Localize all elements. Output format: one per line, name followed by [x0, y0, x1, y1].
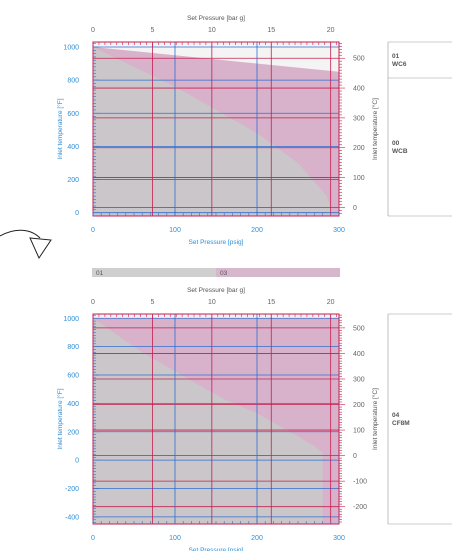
material-code: 00 — [392, 140, 400, 147]
chart-1: 0 5 10 15 200 100 200 3000200400600800100001002… — [56, 15, 452, 246]
tick-label-bar: 20 — [327, 299, 335, 306]
tick-label-f: 200 — [67, 429, 79, 436]
legend-swatch-03 — [216, 268, 340, 277]
legend: 01 03 — [92, 268, 340, 277]
series-area-01 — [93, 318, 323, 524]
tick-label-c: 100 — [353, 175, 365, 182]
tick-label-f: 1000 — [63, 316, 79, 323]
tick-label-f: 1000 — [63, 44, 79, 51]
tick-label-c: 500 — [353, 325, 365, 332]
tick-label-psig: 0 — [91, 535, 95, 542]
legend-label-01: 01 — [96, 270, 104, 277]
material-name: WC6 — [392, 61, 407, 68]
tick-label-f: 0 — [75, 210, 79, 217]
material-name: WCB — [392, 148, 408, 155]
tick-label-bar: 15 — [267, 27, 275, 34]
tick-label-psig: 200 — [251, 227, 263, 234]
tick-label-c: 0 — [353, 453, 357, 460]
tick-label-c: 100 — [353, 428, 365, 435]
tick-label-c: 300 — [353, 376, 365, 383]
bottom-axis-title: Set Pressure [psig] — [189, 547, 244, 551]
material-name: CF8M — [392, 420, 410, 427]
material-code: 01 — [392, 53, 400, 60]
tick-label-c: 400 — [353, 351, 365, 358]
left-axis-title: Inlet temperature [°F] — [56, 388, 64, 449]
bottom-axis-title: Set Pressure [psig] — [189, 239, 244, 246]
tick-label-bar: 10 — [208, 27, 216, 34]
tick-label-bar: 0 — [91, 299, 95, 306]
legend-swatch-01 — [92, 268, 216, 277]
tick-label-f: 800 — [67, 78, 79, 85]
tick-label-bar: 15 — [267, 299, 275, 306]
tick-label-c: 400 — [353, 86, 365, 93]
tick-label-psig: 100 — [169, 535, 181, 542]
chart-2: 0 5 10 15 200 100 200 300-400-20002004006008001… — [56, 287, 452, 551]
tick-label-f: 400 — [67, 144, 79, 151]
tick-label-bar: 10 — [208, 299, 216, 306]
series-area-00 — [93, 47, 339, 216]
tick-label-c: -200 — [353, 504, 367, 511]
tick-label-f: 600 — [67, 373, 79, 380]
tick-label-f: 200 — [67, 177, 79, 184]
tick-label-c: 500 — [353, 56, 365, 63]
arrow-icon — [0, 229, 52, 260]
tick-label-psig: 200 — [251, 535, 263, 542]
material-code: 04 — [392, 412, 400, 419]
tick-label-psig: 300 — [333, 227, 345, 234]
legend-label-03: 03 — [220, 270, 228, 277]
tick-label-f: -400 — [65, 514, 79, 521]
right-axis-title: Inlet temperature [°C] — [371, 388, 379, 450]
tick-label-c: 0 — [353, 205, 357, 212]
tick-label-f: 0 — [75, 458, 79, 465]
tick-label-psig: 300 — [333, 535, 345, 542]
tick-label-c: 200 — [353, 402, 365, 409]
tick-label-bar: 0 — [91, 27, 95, 34]
tick-label-psig: 0 — [91, 227, 95, 234]
tick-label-bar: 5 — [150, 27, 154, 34]
tick-label-psig: 100 — [169, 227, 181, 234]
tick-label-c: 200 — [353, 145, 365, 152]
top-axis-title: Set Pressure [bar g] — [187, 287, 245, 294]
tick-label-c: 300 — [353, 115, 365, 122]
tick-label-c: -100 — [353, 479, 367, 486]
right-axis-title: Inlet temperature [°C] — [371, 98, 379, 160]
tick-label-bar: 5 — [150, 299, 154, 306]
top-axis-title: Set Pressure [bar g] — [187, 15, 245, 22]
tick-label-f: 400 — [67, 401, 79, 408]
left-axis-title: Inlet temperature [°F] — [56, 98, 64, 159]
tick-label-bar: 20 — [327, 27, 335, 34]
tick-label-f: 800 — [67, 344, 79, 351]
tick-label-f: -200 — [65, 486, 79, 493]
tick-label-f: 600 — [67, 111, 79, 118]
